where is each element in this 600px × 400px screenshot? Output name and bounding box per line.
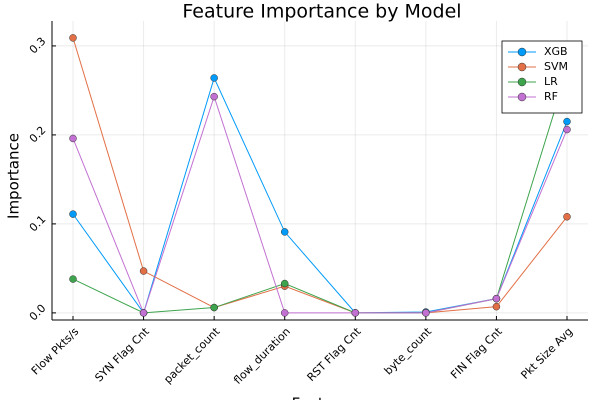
series-line [72,95,568,315]
legend-label: RF [544,90,558,103]
legend-marker [517,92,527,102]
x-axis-label: Feature [292,395,349,400]
y-tick-label: 0.3 [27,35,49,57]
x-tick-label: SYN Flag Cnt [92,325,152,385]
data-point [210,303,218,312]
series-line [72,76,568,315]
x-tick-label: Pkt Size Avg [518,325,575,382]
data-point [69,134,77,143]
data-point [280,228,289,236]
data-point [280,279,289,288]
data-point [351,309,360,317]
data-point [563,117,571,126]
y-tick-label: 0.2 [27,124,49,146]
data-point [210,92,218,101]
x-tick-label: FIN Flag Cnt [448,325,505,382]
data-point [563,213,571,221]
data-point [210,74,218,82]
data-point [69,210,77,218]
x-tick-label: packet_count [161,325,223,387]
data-point [563,125,571,134]
y-tick-label: 0.0 [27,302,49,324]
x-tick-label: byte_count [382,325,435,378]
legend-label: LR [544,75,558,88]
data-point [69,34,77,42]
legend-label: XGB [544,45,568,58]
data-point [69,275,77,283]
legend-box [501,40,583,114]
data-point [139,309,148,317]
data-point [422,309,430,317]
legend-marker [517,47,527,57]
data-point [492,294,501,303]
legend-label: SVM [544,60,568,73]
y-axis-label: Importance [5,133,23,219]
legend-marker [517,77,527,87]
chart-title: Feature Importance by Model [182,1,461,23]
x-tick-label: Flow Pkts/s [29,325,82,378]
y-tick-label: 0.1 [27,213,49,235]
data-point [139,267,148,275]
x-tick-label: RST Flag Cnt [305,325,364,384]
data-point [280,309,289,317]
data-point [492,302,501,311]
series-line [72,70,568,314]
legend-marker [517,62,527,72]
x-tick-label: flow_duration [231,325,293,387]
